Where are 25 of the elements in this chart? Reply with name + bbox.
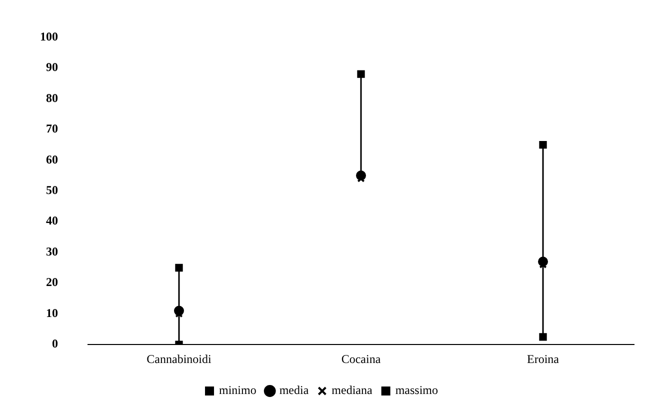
y-tick-label: 50 xyxy=(46,182,58,197)
y-tick-label: 10 xyxy=(46,306,58,320)
legend-label: massimo xyxy=(395,383,438,398)
legend-label: minimo xyxy=(219,383,256,398)
x-tick-label: Eroina xyxy=(527,352,560,366)
y-tick-label: 90 xyxy=(46,60,58,74)
y-tick-label: 100 xyxy=(40,29,58,44)
legend-label: mediana xyxy=(332,383,373,398)
legend-label: media xyxy=(279,383,310,398)
point xyxy=(538,256,548,267)
point xyxy=(174,306,184,316)
x-tick-label: Cocaina xyxy=(341,352,382,366)
point xyxy=(539,333,547,341)
y-tick-label: 70 xyxy=(46,122,58,136)
point xyxy=(357,70,365,78)
x-tick-label: Cannabinoidi xyxy=(146,352,212,366)
y-tick-label: 80 xyxy=(46,90,58,105)
y-tick-label: 30 xyxy=(46,244,58,258)
point xyxy=(539,140,547,149)
y-tick-label: 0 xyxy=(52,336,58,351)
point xyxy=(356,170,366,181)
point xyxy=(175,264,183,272)
y-tick-label: 60 xyxy=(46,152,58,166)
y-tick-label: 40 xyxy=(46,214,58,228)
y-tick-label: 20 xyxy=(46,275,58,290)
